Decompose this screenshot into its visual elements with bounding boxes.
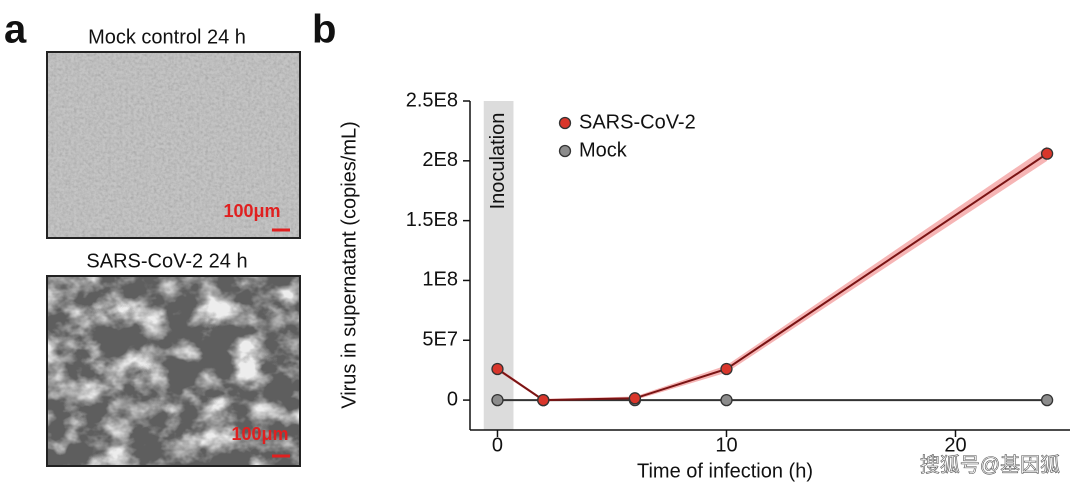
legend-label: SARS-CoV-2	[579, 111, 696, 133]
data-point	[720, 362, 733, 376]
legend-marker	[558, 116, 572, 130]
panel-label: a	[4, 8, 27, 52]
legend-marker	[558, 144, 572, 158]
chart: Inoculation 0 5E7 1E8 1.5E8 2E8 2.5E8 0 10 20 Time…	[338, 89, 1070, 482]
data-point	[491, 362, 504, 376]
data-point	[537, 393, 550, 407]
scale-label: 100μm	[223, 201, 280, 221]
annotation-label: Inoculation	[487, 113, 509, 210]
image-title: SARS-CoV-2 24 h	[86, 250, 247, 272]
data-point	[720, 393, 733, 407]
micrograph	[46, 275, 301, 467]
micrograph	[46, 51, 301, 239]
scale-label: 100μm	[231, 424, 288, 444]
y-tick-label: 5E7	[422, 329, 458, 351]
panel-label: b	[312, 8, 336, 52]
legend-label: Mock	[579, 139, 628, 161]
x-tick-label: 10	[715, 434, 737, 456]
data-point	[491, 393, 504, 407]
y-tick-label: 1.5E8	[406, 209, 458, 231]
y-tick-label: 0	[447, 388, 458, 410]
series-line	[496, 152, 1048, 402]
x-tick-label: 20	[944, 434, 966, 456]
image-title: Mock control 24 h	[88, 26, 246, 48]
y-tick-label: 1E8	[422, 269, 458, 291]
data-point	[1040, 147, 1054, 160]
y-tick-label: 2E8	[422, 149, 458, 171]
data-point	[1040, 393, 1054, 407]
x-axis-label: Time of infection (h)	[637, 460, 813, 482]
y-axis-label: Virus in supernatant (copies/mL)	[338, 121, 360, 409]
data-point	[628, 392, 642, 405]
error-band	[497, 146, 1048, 402]
x-tick-label: 0	[492, 434, 503, 456]
y-tick-label: 2.5E8	[406, 89, 458, 111]
watermark: 搜狐号@基因狐	[920, 453, 1060, 476]
